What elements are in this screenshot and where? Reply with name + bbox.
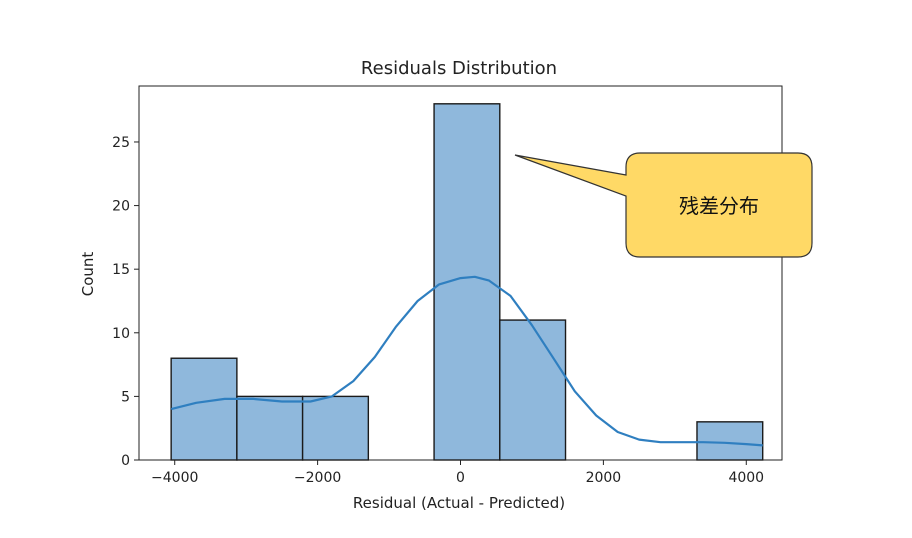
histogram-bar [500,320,566,460]
y-tick-label: 0 [121,453,130,469]
x-axis-label: Residual (Actual - Predicted) [353,494,565,512]
callout-annotation: 残差分布 [515,153,812,257]
x-axis-ticks: −4000 −2000 0 2000 4000 [151,460,764,486]
y-tick-label: 20 [112,199,130,215]
residuals-histogram-chart: Residuals Distribution −4000 −2000 0 2000 40… [0,0,912,538]
x-tick-label: 0 [456,470,465,486]
chart-title: Residuals Distribution [361,58,557,79]
histogram-bar [237,396,303,460]
callout-text: 残差分布 [679,194,759,218]
x-tick-label: −4000 [151,470,198,486]
y-axis-ticks: 0 5 10 15 20 25 [112,135,139,469]
callout-bubble [515,153,812,257]
x-tick-label: 4000 [728,470,764,486]
y-axis-label: Count [79,252,97,297]
y-tick-label: 15 [112,262,130,278]
x-tick-label: 2000 [586,470,622,486]
histogram-bar [171,358,237,460]
histogram-bar [303,396,369,460]
y-tick-label: 25 [112,135,130,151]
histogram-bar [697,422,763,460]
x-tick-label: −2000 [294,470,341,486]
y-tick-label: 5 [121,389,130,405]
y-tick-label: 10 [112,326,130,342]
